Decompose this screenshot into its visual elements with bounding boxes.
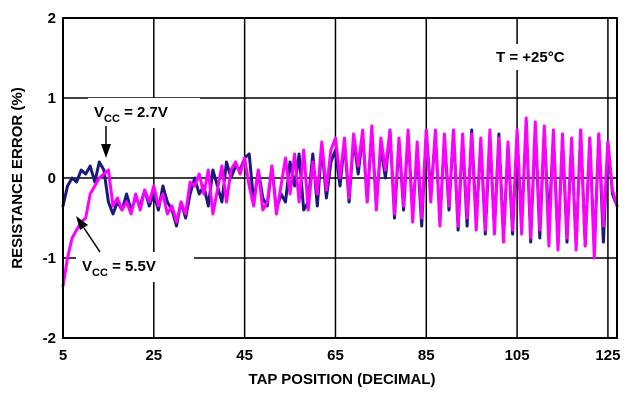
arrow-vcc55-head <box>76 216 88 230</box>
x-tick-label-4: 85 <box>418 347 435 364</box>
plot-border <box>62 17 618 339</box>
y-axis-title: RESISTANCE ERROR (%) <box>9 87 26 268</box>
temperature-annotation-bg <box>484 44 604 70</box>
series-line-1 <box>61 116 619 288</box>
series-label-vcc55-bg <box>76 252 194 282</box>
series-label-vcc27-text: VCC = 2.7V <box>94 104 168 125</box>
series-group <box>61 116 619 288</box>
x-tick-label-5: 105 <box>505 347 530 364</box>
plot-frame <box>62 17 618 339</box>
arrow-vcc55 <box>76 216 101 253</box>
series-label-vcc55-rest: = 5.5V <box>108 258 156 275</box>
series-label-vcc55-main: V <box>82 258 92 275</box>
x-tick-label-2: 45 <box>236 347 253 364</box>
x-tick-label-3: 65 <box>327 347 344 364</box>
series-label-vcc55-sub: CC <box>92 267 108 279</box>
y-tick-label-2: 0 <box>48 170 56 187</box>
tick-labels: 5 25 45 65 85 105 125 2 1 0 -1 -2 <box>43 10 621 364</box>
arrow-vcc27 <box>101 126 111 158</box>
series-label-vcc27: VCC = 2.7V <box>88 98 200 128</box>
y-tick-label-3: -1 <box>43 250 56 267</box>
series-label-vcc27-main: V <box>94 104 104 121</box>
series-label-vcc55: VCC = 5.5V <box>76 252 194 282</box>
series-label-vcc27-rest: = 2.7V <box>120 104 168 121</box>
arrow-vcc27-head <box>101 144 111 158</box>
series-label-vcc27-bg <box>88 98 200 128</box>
y-tick-label-0: 2 <box>48 10 56 27</box>
series-label-vcc55-text: VCC = 5.5V <box>82 258 156 279</box>
x-tick-label-6: 125 <box>595 347 620 364</box>
y-tick-label-1: 1 <box>48 90 56 107</box>
x-tick-label-1: 25 <box>145 347 162 364</box>
x-tick-label-0: 5 <box>59 347 67 364</box>
x-axis-title: TAP POSITION (DECIMAL) <box>249 371 436 388</box>
y-tick-label-4: -2 <box>43 330 56 347</box>
series-label-vcc27-sub: CC <box>104 113 120 125</box>
temperature-annotation: T = +25°C <box>496 49 565 66</box>
arrow-vcc55-line <box>83 227 101 253</box>
